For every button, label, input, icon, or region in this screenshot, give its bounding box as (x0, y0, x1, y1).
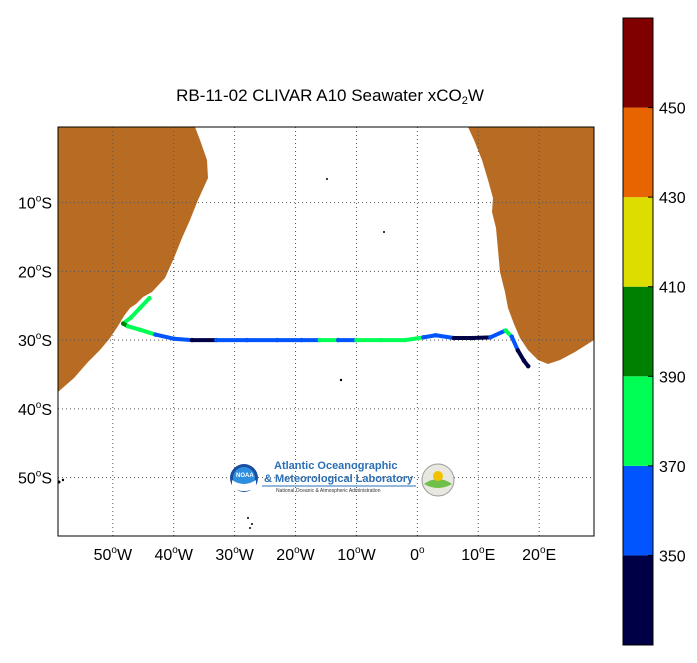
colorbar (623, 18, 653, 645)
logo-line-2: & Meteorological Laboratory (264, 473, 414, 485)
lat-tick-label: 30oS (18, 331, 52, 350)
track-segment (138, 296, 152, 310)
colorbar-tick-label: 390 (659, 369, 686, 386)
aoml-logo: NOAA Atlantic Oceanographic & Meteorolog… (226, 458, 460, 502)
map-gridlines (58, 127, 594, 536)
lon-tick-label: 30oW (215, 545, 254, 564)
track-point (378, 337, 384, 343)
track-point (521, 358, 527, 363)
track-segment (470, 335, 493, 341)
noaa-badge-text: NOAA (236, 473, 254, 479)
colorbar-tick-labels: 350 370 390 410 430 450 (648, 101, 686, 565)
colorbar-bin (623, 18, 653, 108)
track-point (138, 305, 143, 310)
track-segment (171, 336, 194, 343)
lon-tick-label: 0o (410, 545, 425, 564)
track-point (244, 337, 250, 343)
lon-tick-label: 20oE (522, 545, 556, 564)
track-point (125, 324, 131, 329)
track-point (526, 364, 531, 369)
track-segment (153, 332, 176, 341)
lat-tick-label: 10oS (18, 194, 52, 213)
track-segment (129, 305, 143, 320)
colorbar-tick-label: 370 (659, 459, 686, 476)
track-point (171, 336, 176, 341)
colorbar-bin (623, 197, 653, 287)
track-point (120, 321, 126, 326)
lon-tick-label: 10oW (337, 545, 376, 564)
colorbar-tick-label: 450 (659, 101, 686, 118)
colorbar-tick-label: 410 (659, 280, 686, 297)
longitude-tick-labels: 50oW 40oW 30oW 20oW 10oW 0o 10oE 20oE (94, 545, 557, 564)
colorbar-frame (622, 17, 654, 646)
track-point (469, 335, 475, 341)
track-point (451, 335, 457, 341)
colorbar-tick-label: 350 (659, 548, 686, 565)
track-point (214, 337, 219, 343)
track-point (433, 333, 438, 338)
track-point (421, 335, 426, 340)
track-point (509, 334, 514, 339)
lon-tick-label: 50oW (94, 545, 133, 564)
lon-tick-label: 20oW (276, 545, 315, 564)
lat-tick-label: 50oS (18, 469, 52, 488)
colorbar-bin (623, 555, 653, 645)
logo-line-1: Atlantic Oceanographic (274, 460, 398, 472)
colorbar-bin (623, 376, 653, 466)
south-america-land (58, 127, 208, 392)
islands (58, 178, 385, 529)
aoml-logo-graphic (230, 463, 455, 497)
africa-land (468, 127, 594, 536)
track-point (354, 337, 359, 343)
track-point (153, 332, 158, 337)
lon-tick-label: 40oW (154, 545, 193, 564)
track-point (402, 337, 408, 343)
track-point (128, 315, 134, 320)
track-point (299, 337, 304, 343)
track-segment (488, 328, 508, 340)
track-segment (509, 334, 520, 353)
cruise-track (120, 295, 531, 369)
lat-tick-label: 20oS (18, 262, 52, 281)
colorbar-bin (623, 107, 653, 198)
latitude-tick-labels: 10oS 20oS 30oS 40oS 50oS (18, 194, 52, 488)
track-point (317, 337, 323, 343)
track-point (488, 335, 493, 340)
track-point (515, 348, 521, 353)
track-segment (138, 327, 158, 337)
map-frame (57, 126, 595, 537)
colorbar-bin (623, 286, 653, 377)
logo-line-3: National Oceanic & Atmospheric Administr… (276, 488, 381, 494)
track-point (503, 328, 508, 333)
lon-tick-label: 10oE (461, 545, 495, 564)
track-segment (433, 333, 456, 341)
track-point (275, 337, 280, 343)
track-segment (403, 335, 426, 343)
track-point (147, 295, 152, 301)
track-point (189, 337, 195, 343)
colorbar-bin (623, 465, 653, 556)
lat-tick-label: 40oS (18, 400, 52, 419)
colorbar-tick-label: 430 (659, 190, 686, 207)
map-title: RB-11-02 CLIVAR A10 Seawater xCO2W (176, 86, 484, 107)
track-point (138, 327, 143, 332)
track-point (335, 337, 341, 343)
